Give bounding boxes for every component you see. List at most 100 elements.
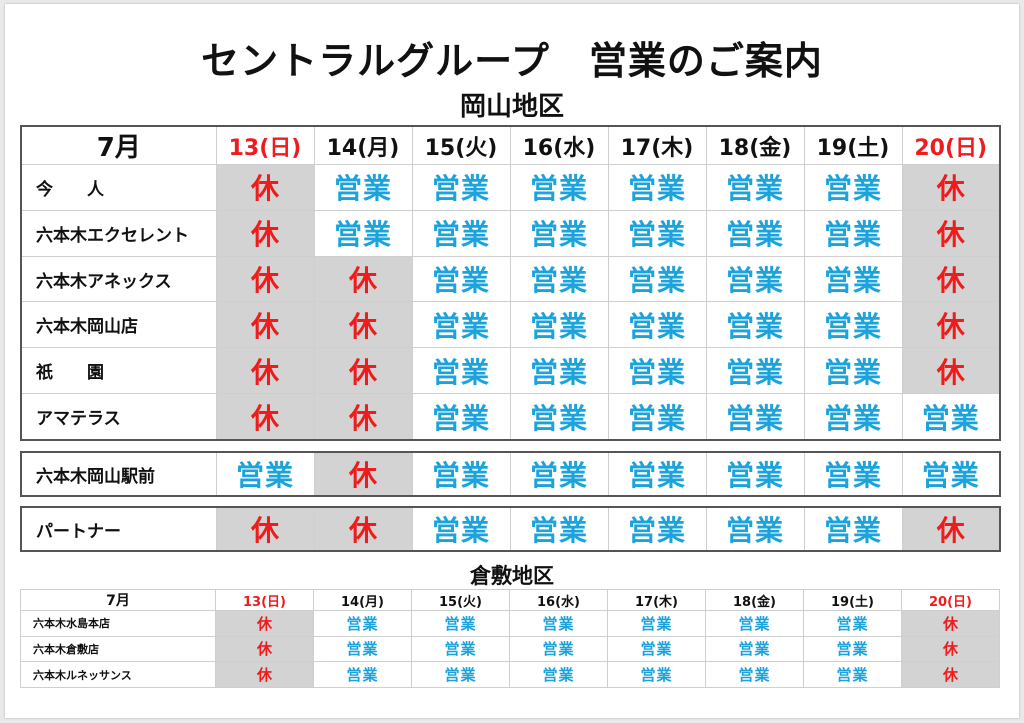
open-cell: 営業 xyxy=(705,661,804,688)
open-cell: 営業 xyxy=(607,393,707,441)
store-rows: 六本木岡山駅前 営業休営業 営業 営業 営業 営業 営業 xyxy=(20,451,1001,497)
day-header: 15(火) xyxy=(411,589,510,611)
closed-cell: 休 xyxy=(215,506,315,552)
open-cell: 営業 xyxy=(803,393,903,441)
closed-cell: 休 xyxy=(313,451,413,497)
open-cell: 営業 xyxy=(509,635,608,663)
open-cell: 営業 xyxy=(411,164,511,211)
store-name: 祇 園 xyxy=(20,347,217,395)
closed-cell: 休 xyxy=(215,164,315,211)
open-cell: 営業 xyxy=(901,393,1001,441)
table-row: 六本木倉敷店休営業 営業 営業 営業 営業 営業休 xyxy=(20,635,1000,663)
day-header: 13(日) xyxy=(215,589,314,611)
open-cell: 営業 xyxy=(215,451,315,497)
open-cell: 営業 xyxy=(607,506,707,552)
day-header: 16(水) xyxy=(509,589,608,611)
open-cell: 営業 xyxy=(411,255,511,303)
page-title: セントラルグループ 営業のご案内 xyxy=(201,38,823,83)
day-header: 19(土) xyxy=(803,589,902,611)
open-cell: 営業 xyxy=(803,610,902,637)
open-cell: 営業 xyxy=(509,661,608,688)
open-cell: 営業 xyxy=(509,393,609,441)
open-cell: 営業 xyxy=(803,661,902,688)
open-cell: 営業 xyxy=(607,451,707,497)
open-cell: 営業 xyxy=(411,635,510,663)
table-row: 六本木岡山駅前 営業休営業 営業 営業 営業 営業 営業 xyxy=(20,451,1001,497)
open-cell: 営業 xyxy=(607,661,706,688)
closed-cell: 休 xyxy=(901,347,1001,395)
region-heading-okayama: 岡山地区 xyxy=(459,92,564,122)
open-cell: 営業 xyxy=(411,661,510,688)
day-header: 13(日) xyxy=(215,125,315,165)
table-row: パートナー休休営業 営業 営業 営業 営業休 xyxy=(20,506,1001,552)
table-row: 六本木エクセレント休営業 営業 営業 営業 営業 営業休 xyxy=(20,209,1001,257)
open-cell: 営業 xyxy=(705,255,805,303)
open-cell: 営業 xyxy=(313,610,412,637)
day-header: 20(日) xyxy=(901,125,1001,165)
closed-cell: 休 xyxy=(215,661,314,688)
open-cell: 営業 xyxy=(411,506,511,552)
open-cell: 営業 xyxy=(705,393,805,441)
day-header: 18(金) xyxy=(705,589,804,611)
table-row: 六本木水島本店休営業 営業 営業 営業 営業 営業休 xyxy=(20,610,1000,637)
store-name: 六本木アネックス xyxy=(20,255,217,303)
store-name: 六本木岡山店 xyxy=(20,301,217,349)
open-cell: 営業 xyxy=(901,451,1001,497)
store-name: 六本木エクセレント xyxy=(20,209,217,257)
day-header: 20(日) xyxy=(901,589,1000,611)
open-cell: 営業 xyxy=(313,635,412,663)
open-cell: 営業 xyxy=(509,164,609,211)
day-header: 17(木) xyxy=(607,589,706,611)
closed-cell: 休 xyxy=(901,661,1000,688)
month-header: 7月 xyxy=(20,125,217,165)
day-header: 14(月) xyxy=(313,589,412,611)
closed-cell: 休 xyxy=(215,255,315,303)
okayama-partner-table: パートナー休休営業 営業 営業 営業 営業休 xyxy=(20,506,1001,552)
closed-cell: 休 xyxy=(901,164,1001,211)
closed-cell: 休 xyxy=(215,393,315,441)
open-cell: 営業 xyxy=(607,635,706,663)
closed-cell: 休 xyxy=(313,347,413,395)
open-cell: 営業 xyxy=(705,610,804,637)
closed-cell: 休 xyxy=(901,610,1000,637)
open-cell: 営業 xyxy=(705,506,805,552)
store-rows: パートナー休休営業 営業 営業 営業 営業休 xyxy=(20,506,1001,552)
store-name: 六本木倉敷店 xyxy=(20,635,216,663)
closed-cell: 休 xyxy=(901,635,1000,663)
open-cell: 営業 xyxy=(509,301,609,349)
store-name: 六本木ルネッサンス xyxy=(20,661,216,688)
okayama-schedule-table: 7月 13(日) 14(月) 15(火) 16(水) 17(木) 18(金) 19(土) 20(… xyxy=(20,125,1001,441)
table-row: 今 人休営業 営業 営業 営業 営業 営業休 xyxy=(20,164,1001,211)
open-cell: 営業 xyxy=(705,347,805,395)
closed-cell: 休 xyxy=(901,506,1001,552)
store-name: 六本木岡山駅前 xyxy=(20,451,217,497)
closed-cell: 休 xyxy=(313,393,413,441)
open-cell: 営業 xyxy=(803,451,903,497)
month-header: 7月 xyxy=(20,589,216,611)
open-cell: 営業 xyxy=(411,451,511,497)
header-row: 7月 13(日) 14(月) 15(火) 16(水) 17(木) 18(金) 19(土) 20(… xyxy=(20,125,1001,165)
day-header: 16(水) xyxy=(509,125,609,165)
open-cell: 営業 xyxy=(313,661,412,688)
closed-cell: 休 xyxy=(901,209,1001,257)
open-cell: 営業 xyxy=(803,255,903,303)
store-name: パートナー xyxy=(20,506,217,552)
open-cell: 営業 xyxy=(509,451,609,497)
closed-cell: 休 xyxy=(313,301,413,349)
store-name: 今 人 xyxy=(20,164,217,211)
closed-cell: 休 xyxy=(215,301,315,349)
day-header: 19(土) xyxy=(803,125,903,165)
table-row: 六本木アネックス休休営業 営業 営業 営業 営業休 xyxy=(20,255,1001,303)
day-header: 18(金) xyxy=(705,125,805,165)
region-heading-kurashiki: 倉敷地区 xyxy=(470,563,554,588)
open-cell: 営業 xyxy=(509,610,608,637)
store-rows: 今 人休営業 営業 営業 営業 営業 営業休六本木エクセレント休営業 営業 営業 営業 営業 営業休… xyxy=(20,164,1001,441)
open-cell: 営業 xyxy=(313,164,413,211)
open-cell: 営業 xyxy=(509,347,609,395)
open-cell: 営業 xyxy=(607,610,706,637)
day-header: 14(月) xyxy=(313,125,413,165)
open-cell: 営業 xyxy=(509,506,609,552)
open-cell: 営業 xyxy=(705,301,805,349)
open-cell: 営業 xyxy=(411,347,511,395)
closed-cell: 休 xyxy=(215,209,315,257)
